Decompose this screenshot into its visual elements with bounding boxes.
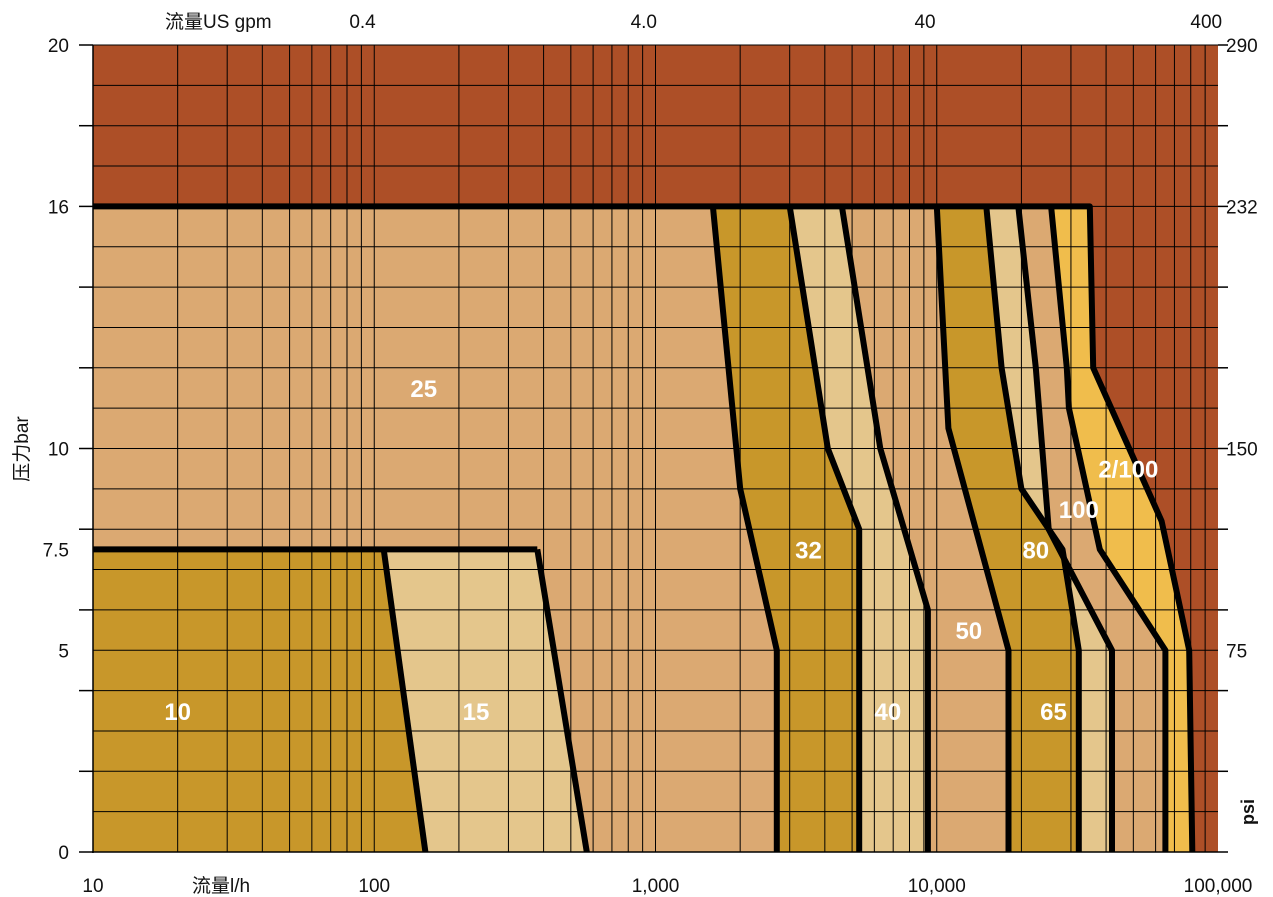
zone-label: 100 [1059, 497, 1099, 524]
zone-boundary [380, 548, 429, 853]
x-axis-title: 流量l/h [192, 875, 250, 897]
y-tick-label: 16 [48, 197, 69, 218]
zone-boundary [709, 206, 780, 852]
zone-10 [92, 549, 426, 853]
zone-label: 65 [1040, 699, 1067, 726]
y-right-tick-label: 290 [1226, 36, 1258, 57]
zone-boundary [933, 206, 1012, 852]
zone-label: 80 [1022, 537, 1049, 564]
zone-boundary [838, 205, 931, 852]
zone-label: 15 [463, 699, 490, 726]
zone-boundary [786, 205, 863, 852]
y-tick-label: 7.5 [43, 540, 69, 561]
zone-labels: 10 15 25 32 40 50 65 80 100 2/100 [164, 376, 1158, 726]
top-tick-label: 40 [914, 12, 935, 33]
top-tick-label: 0.4 [349, 12, 376, 33]
zone-boundary [93, 203, 1196, 853]
zone-label: 25 [410, 376, 437, 403]
y-right-tick-label: 232 [1226, 197, 1258, 218]
zone-label: 40 [874, 699, 901, 726]
zone-label: 32 [795, 537, 822, 564]
y-tick-label: 20 [48, 36, 69, 57]
x-tick-label: 100 [358, 876, 390, 897]
x-tick-label: 10 [82, 876, 103, 897]
y-axis-title: 压力bar [11, 416, 33, 482]
top-tick-label: 4.0 [631, 12, 657, 33]
zone-boundary [1048, 206, 1169, 852]
zone-boundary [1015, 206, 1115, 852]
x-tick-label: 10,000 [908, 876, 966, 897]
y-tick-label: 5 [58, 641, 69, 662]
zone-label: 10 [164, 699, 191, 726]
right-axis-title: psi [1238, 799, 1258, 825]
zone-boundary [983, 206, 1082, 852]
grid-lines [92, 44, 1218, 853]
y-tick-label: 10 [48, 440, 69, 461]
zone-label: 50 [955, 618, 982, 645]
top-axis-title: 流量US gpm [165, 11, 272, 33]
zone-label: 2/100 [1098, 457, 1158, 484]
y-right-tick-label: 150 [1226, 440, 1258, 461]
y-right-tick-label: 75 [1226, 641, 1247, 662]
zone-boundary [534, 548, 590, 853]
y-tick-label: 0 [58, 843, 69, 864]
zone-boundaries [93, 203, 1196, 853]
axes: 0 5 7.5 10 16 20 75 150 232 290 10 100 1,000 10,000 10… [43, 12, 1258, 897]
top-tick-label: 400 [1190, 12, 1222, 33]
x-tick-label: 1,000 [632, 876, 680, 897]
x-tick-label: 100,000 [1184, 876, 1253, 897]
